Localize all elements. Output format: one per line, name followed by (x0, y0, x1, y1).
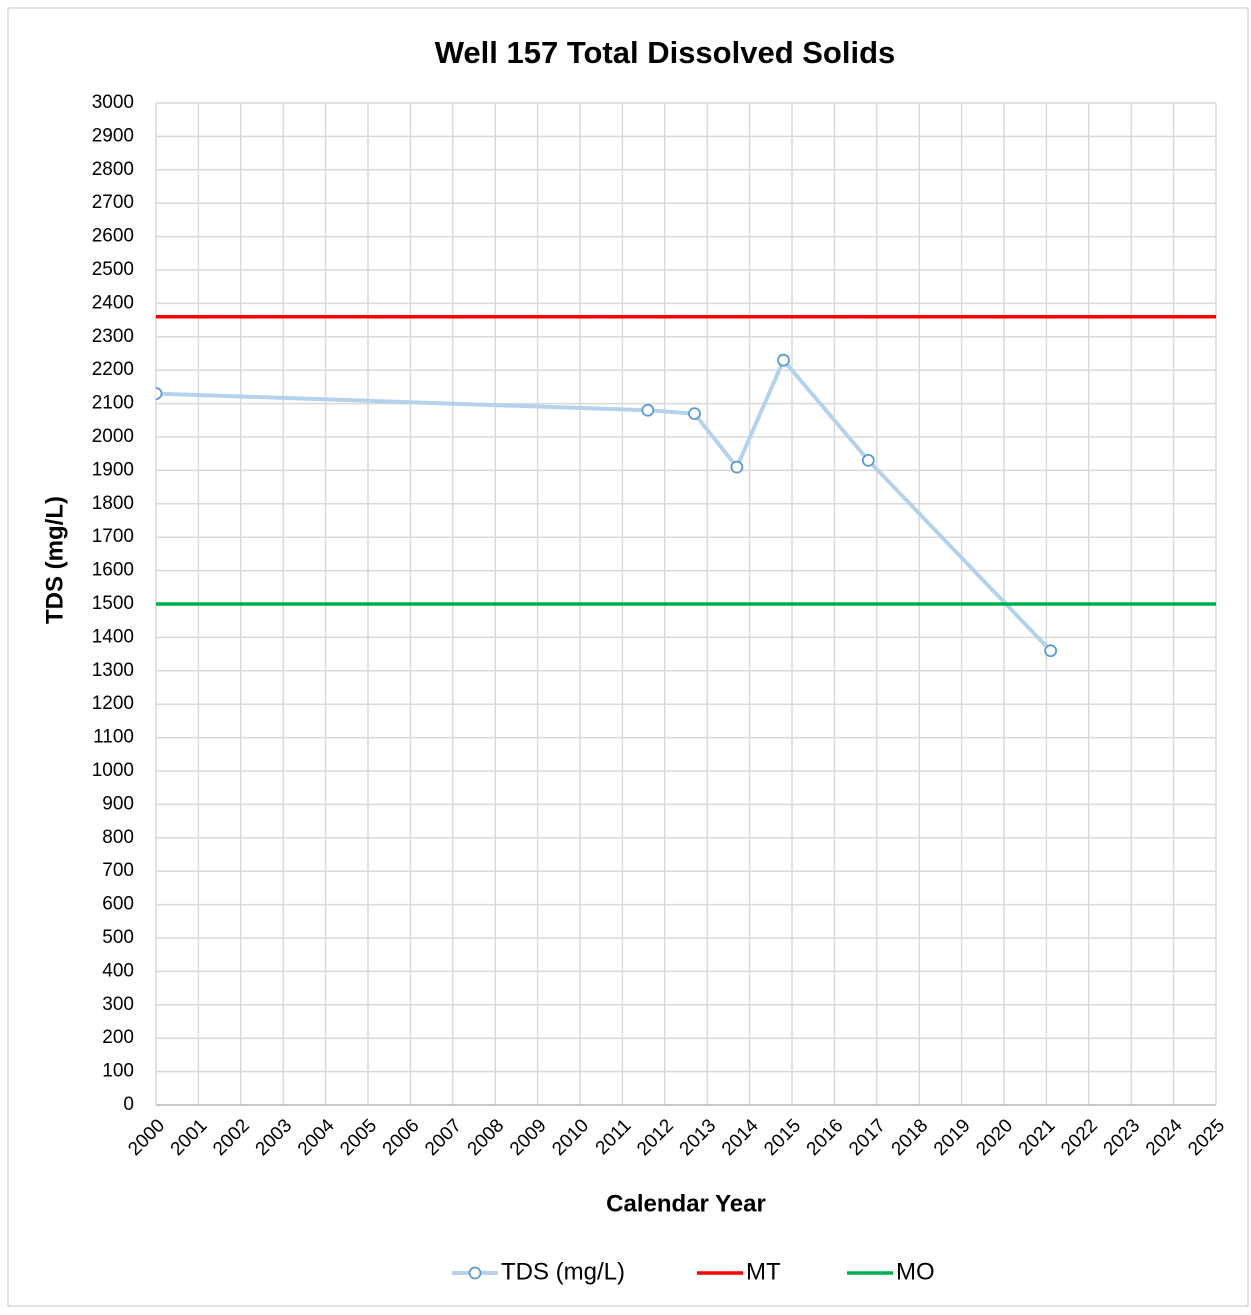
y-tick-label: 200 (102, 1027, 134, 1048)
y-tick-label: 700 (102, 860, 134, 881)
y-tick-label: 2200 (92, 359, 134, 380)
y-tick-label: 1000 (92, 760, 134, 781)
y-tick-label: 1500 (92, 593, 134, 614)
legend-marker (468, 1266, 482, 1280)
y-tick-label: 800 (102, 827, 134, 848)
data-point (688, 407, 701, 421)
y-tick-label: 1600 (92, 560, 134, 581)
y-axis-label: TDS (mg/L) (41, 496, 68, 624)
y-tick-label: 1300 (92, 660, 134, 681)
data-point (1044, 644, 1058, 658)
y-tick-label: 1900 (92, 459, 134, 480)
y-tick-label: 1100 (93, 727, 134, 748)
y-tick-label: 2900 (92, 125, 134, 146)
data-point (861, 453, 875, 467)
data-point (641, 403, 655, 417)
y-tick-label: 1700 (92, 526, 134, 547)
y-tick-label: 400 (102, 960, 134, 981)
y-tick-label: 2600 (92, 226, 134, 247)
x-axis-label: Calendar Year (606, 1190, 766, 1217)
data-point (156, 387, 163, 400)
y-tick-label: 2800 (92, 159, 134, 180)
legend-label: MT (746, 1258, 781, 1285)
y-tick-label: 600 (102, 894, 134, 915)
legend-label: MO (896, 1258, 935, 1285)
y-tick-label: 500 (102, 927, 134, 948)
y-tick-label: 0 (123, 1094, 134, 1115)
y-tick-label: 300 (102, 994, 134, 1015)
y-tick-label: 2100 (92, 393, 134, 414)
data-point (777, 353, 790, 367)
y-tick-label: 3000 (92, 92, 134, 113)
legend-label: TDS (mg/L) (501, 1258, 625, 1285)
y-tick-label: 1800 (92, 493, 134, 514)
data-point (730, 460, 744, 474)
y-tick-label: 100 (102, 1061, 134, 1082)
plot-area (156, 315, 1216, 658)
y-tick-label: 1200 (92, 693, 134, 714)
y-tick-label: 2300 (92, 326, 134, 347)
y-tick-label: 2500 (92, 259, 134, 280)
y-tick-label: 2400 (92, 292, 134, 313)
chart-title: Well 157 Total Dissolved Solids (435, 35, 896, 70)
y-tick-label: 2700 (92, 192, 134, 213)
y-tick-label: 2000 (92, 426, 134, 447)
y-tick-label: 1400 (92, 626, 134, 647)
y-tick-label: 900 (102, 793, 134, 814)
chart-border (7, 7, 1249, 1307)
